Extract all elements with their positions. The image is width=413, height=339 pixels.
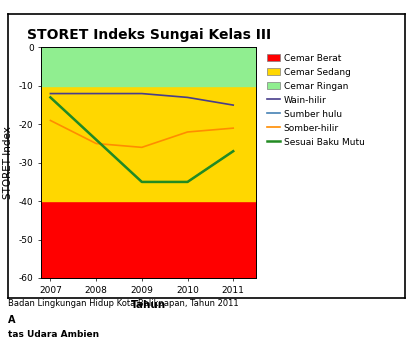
Legend: Cemar Berat, Cemar Sedang, Cemar Ringan, Wain-hilir, Sumber hulu, Somber-hilir, : Cemar Berat, Cemar Sedang, Cemar Ringan,… — [265, 52, 366, 148]
Title: STORET Indeks Sungai Kelas III: STORET Indeks Sungai Kelas III — [26, 28, 271, 42]
Text: tas Udara Ambien: tas Udara Ambien — [8, 330, 100, 339]
Y-axis label: STORET Index: STORET Index — [3, 126, 13, 199]
X-axis label: Tahun: Tahun — [131, 300, 166, 310]
Text: A: A — [8, 316, 16, 325]
Text: Badan Lingkungan Hidup Kota Balikpapan, Tahun 2011: Badan Lingkungan Hidup Kota Balikpapan, … — [8, 299, 239, 308]
